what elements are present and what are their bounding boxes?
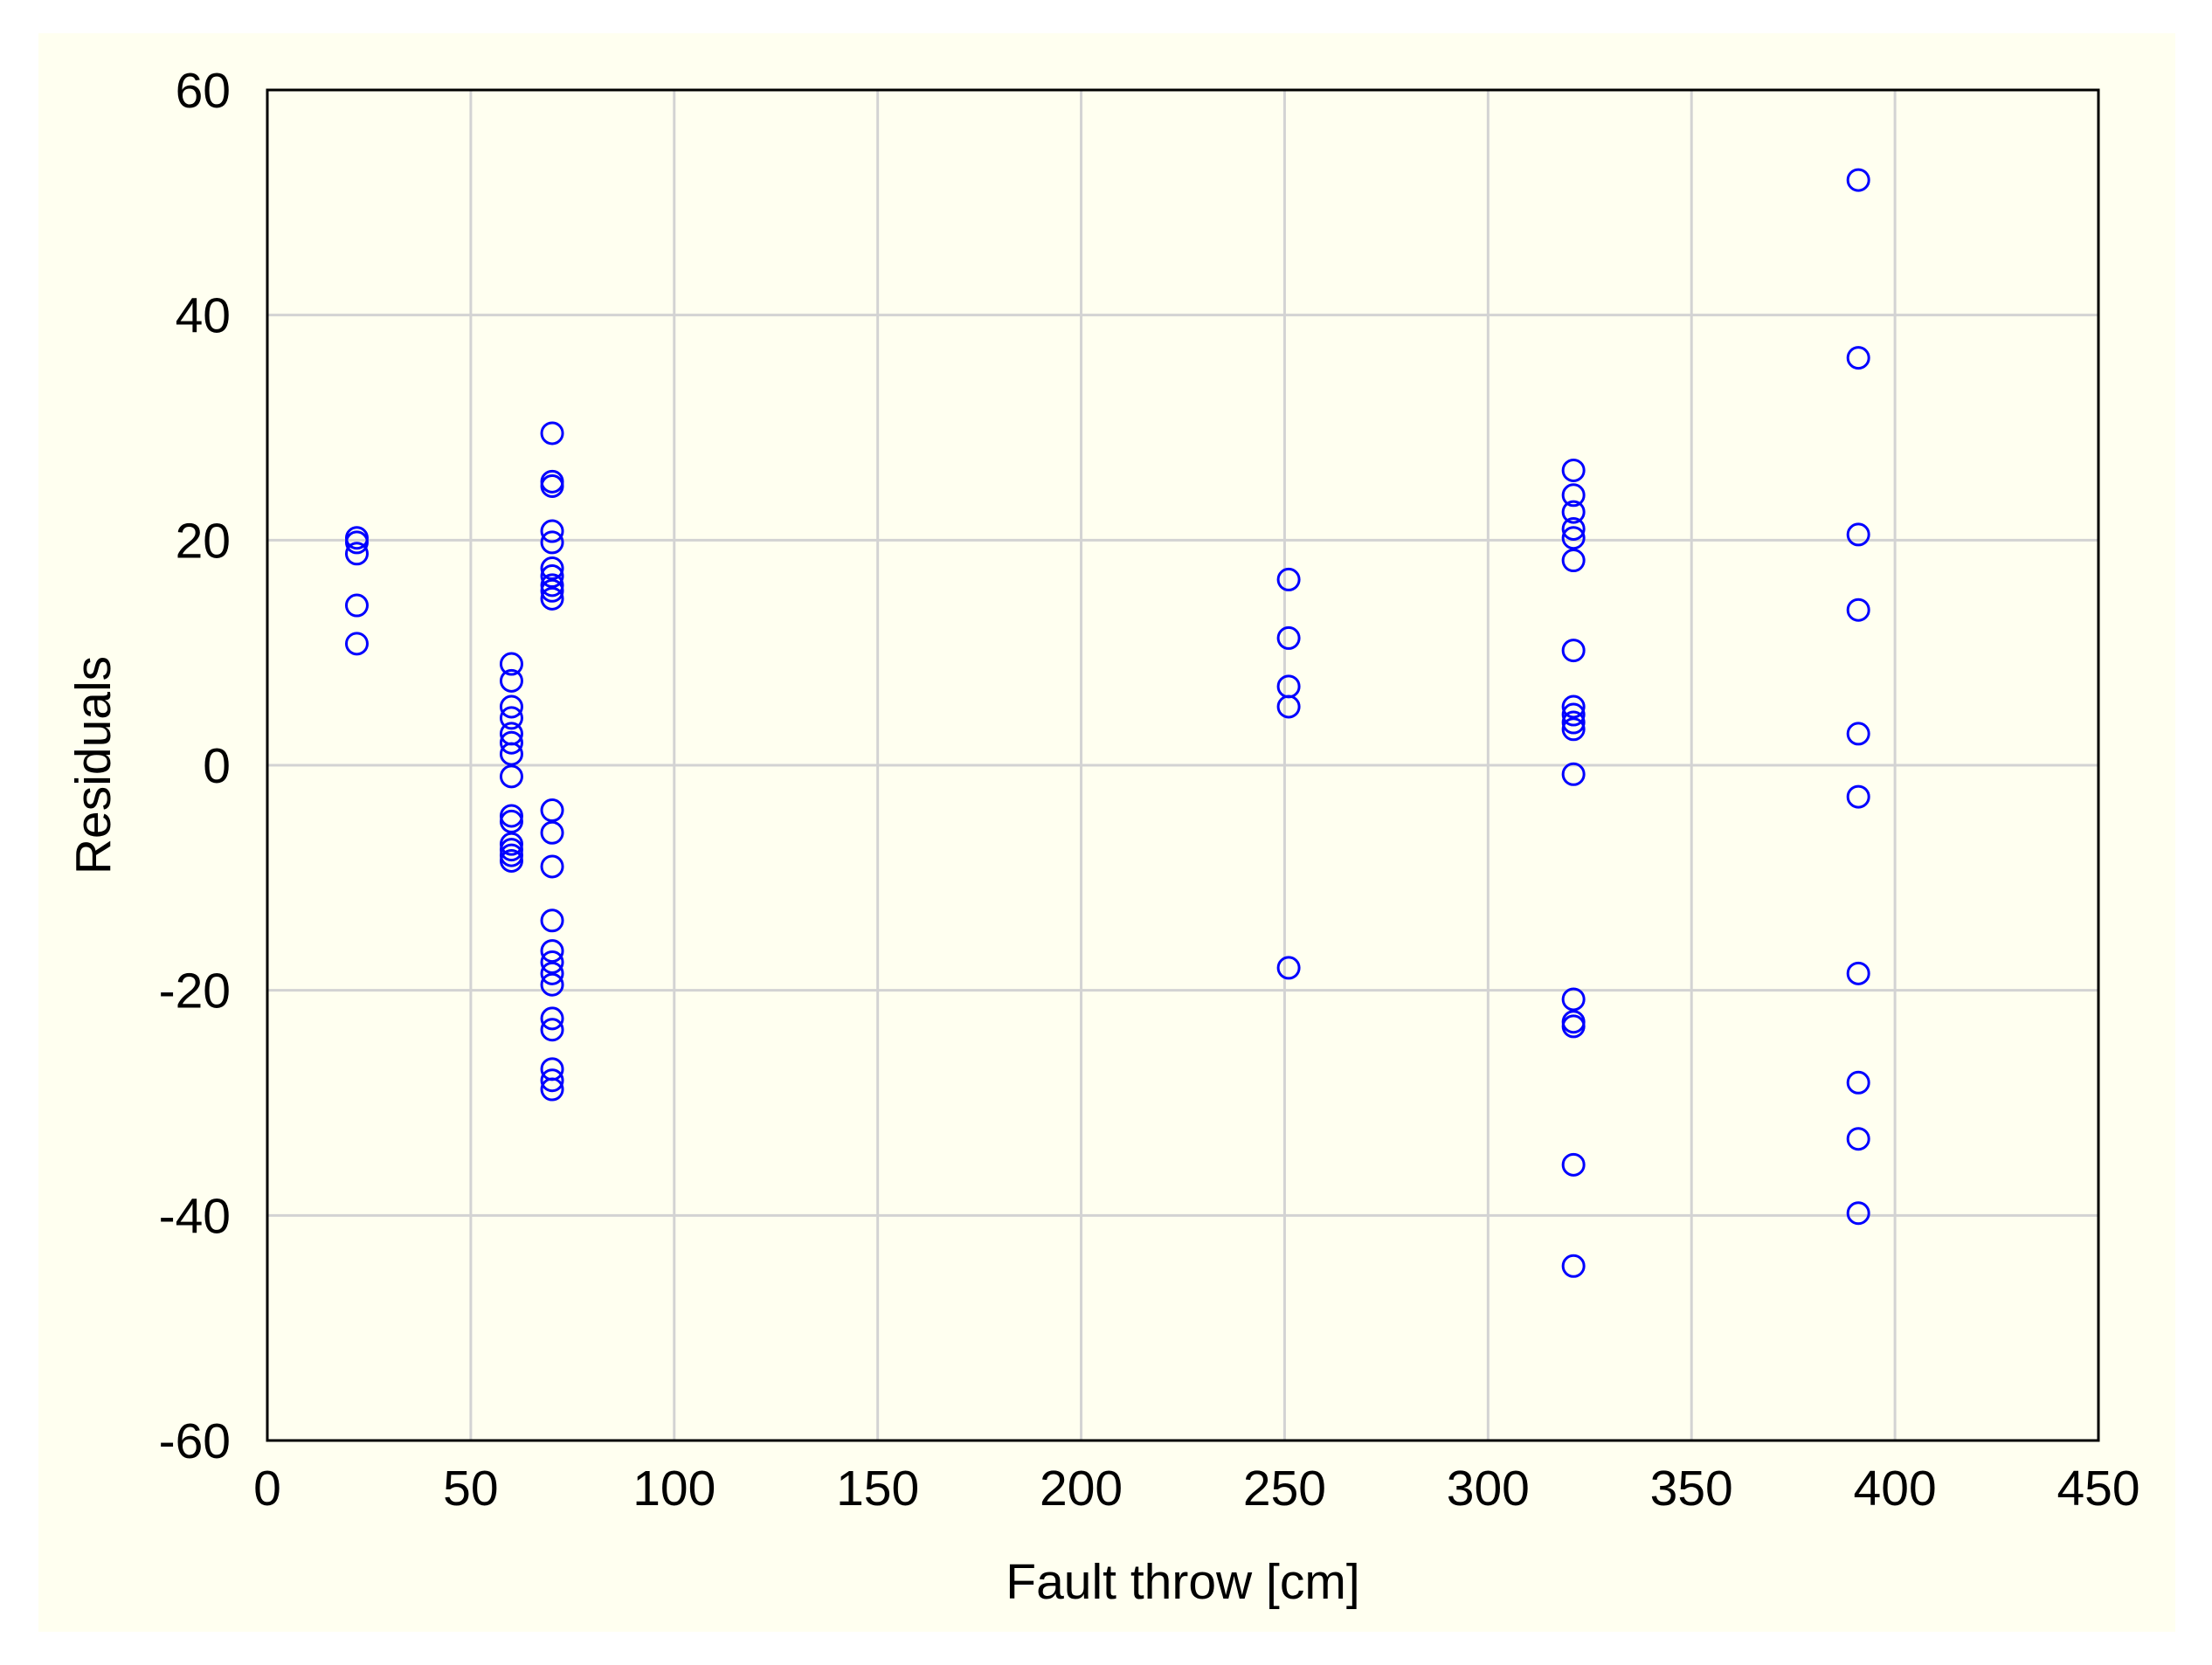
data-point xyxy=(540,961,564,985)
data-point xyxy=(540,1077,564,1102)
data-point xyxy=(540,1018,564,1042)
plot-frame xyxy=(266,88,2100,1442)
data-point xyxy=(540,578,564,603)
data-point xyxy=(540,1006,564,1031)
data-point xyxy=(1561,1254,1586,1278)
data-point xyxy=(540,586,564,611)
y-tick-label: 0 xyxy=(203,738,231,794)
x-tick-label: 50 xyxy=(443,1461,498,1516)
y-tick-label: -40 xyxy=(159,1188,231,1244)
data-point xyxy=(499,764,523,789)
data-point xyxy=(1561,549,1586,573)
data-point xyxy=(499,809,523,833)
data-point xyxy=(1276,674,1301,699)
data-point xyxy=(1561,516,1586,541)
data-point xyxy=(499,652,523,676)
x-tick-label: 200 xyxy=(1040,1461,1123,1516)
x-tick-label: 300 xyxy=(1447,1461,1530,1516)
x-tick-label: 400 xyxy=(1854,1461,1937,1516)
data-point xyxy=(540,469,564,494)
data-point xyxy=(344,632,369,656)
data-point xyxy=(344,542,369,566)
data-point xyxy=(1846,522,1870,547)
data-point xyxy=(1561,526,1586,550)
x-axis-tick-labels: 0 50 100 150 200 250 300 350 400 450 xyxy=(253,1461,2139,1516)
data-point xyxy=(1846,1127,1870,1151)
data-point xyxy=(540,556,564,581)
y-tick-label: 40 xyxy=(176,288,231,344)
y-tick-label: 60 xyxy=(176,63,231,119)
data-point xyxy=(1561,694,1586,719)
y-axis-tick-labels: -60 -40 -20 0 20 40 60 xyxy=(159,63,231,1469)
data-point xyxy=(540,473,564,498)
data-point xyxy=(540,519,564,543)
data-point xyxy=(540,530,564,555)
data-point xyxy=(540,854,564,879)
data-point xyxy=(1561,710,1586,735)
data-point xyxy=(1846,784,1870,809)
y-tick-label: -20 xyxy=(159,964,231,1019)
data-point xyxy=(1276,567,1301,591)
data-point xyxy=(499,742,523,766)
data-point xyxy=(1846,1201,1870,1226)
data-point xyxy=(1276,956,1301,980)
data-point xyxy=(1846,722,1870,746)
data-point xyxy=(540,950,564,974)
data-point xyxy=(540,421,564,446)
data-point xyxy=(499,832,523,856)
data-point xyxy=(499,668,523,693)
data-point xyxy=(1561,1014,1586,1039)
data-point xyxy=(499,843,523,867)
data-point xyxy=(1846,961,1870,985)
data-point xyxy=(540,564,564,589)
data-point xyxy=(1846,168,1870,192)
data-point xyxy=(1561,500,1586,524)
data-point xyxy=(344,530,369,555)
x-tick-label: 350 xyxy=(1650,1461,1733,1516)
data-point xyxy=(1846,598,1870,622)
x-tick-label: 250 xyxy=(1243,1461,1326,1516)
data-point xyxy=(499,694,523,719)
x-axis-title: Fault throw [cm] xyxy=(1006,1554,1359,1610)
data-point xyxy=(1561,639,1586,663)
data-point xyxy=(1561,1010,1586,1034)
data-point xyxy=(1561,762,1586,786)
y-tick-label: 20 xyxy=(176,513,231,569)
data-point xyxy=(1276,694,1301,719)
data-point xyxy=(1561,1152,1586,1177)
y-tick-label: -60 xyxy=(159,1413,231,1469)
data-point xyxy=(499,804,523,828)
data-point xyxy=(1276,625,1301,650)
data-point xyxy=(1561,458,1586,482)
x-tick-label: 150 xyxy=(836,1461,919,1516)
data-point xyxy=(540,820,564,845)
data-point xyxy=(540,972,564,997)
data-point xyxy=(1561,987,1586,1012)
data-point xyxy=(540,908,564,933)
data-point xyxy=(1846,346,1870,370)
data-point xyxy=(344,593,369,618)
data-point xyxy=(540,573,564,598)
data-point xyxy=(540,1068,564,1093)
y-axis-title: Residuals xyxy=(66,656,121,874)
data-point xyxy=(540,798,564,823)
data-point xyxy=(499,849,523,874)
data-point xyxy=(499,838,523,862)
data-point xyxy=(1561,702,1586,727)
data-point xyxy=(1561,717,1586,742)
grid-lines xyxy=(267,90,2098,1440)
data-point xyxy=(540,939,564,964)
data-point xyxy=(499,730,523,755)
x-tick-label: 450 xyxy=(2056,1461,2139,1516)
x-tick-label: 100 xyxy=(632,1461,715,1516)
data-point xyxy=(1561,483,1586,508)
data-point xyxy=(1846,1070,1870,1095)
data-point xyxy=(499,706,523,730)
chart-panel xyxy=(38,33,2175,1632)
data-points xyxy=(344,168,1870,1278)
x-tick-label: 0 xyxy=(253,1461,281,1516)
